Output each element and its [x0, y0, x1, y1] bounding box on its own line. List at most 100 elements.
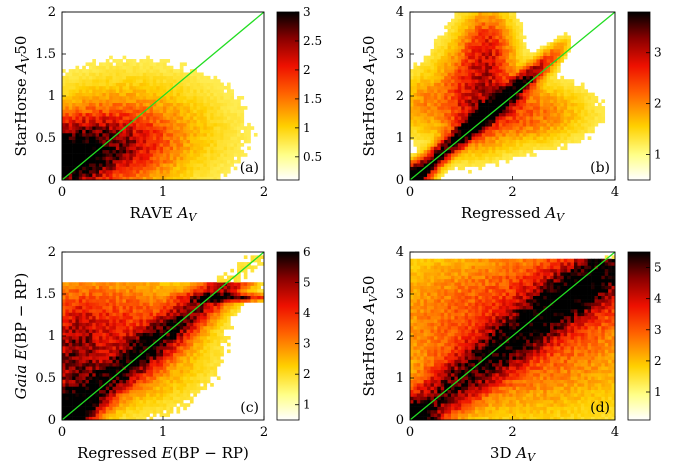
heatmap-cell — [109, 72, 113, 77]
heatmap-cell — [220, 92, 224, 97]
heatmap-cell — [560, 55, 565, 60]
heatmap-cell — [529, 65, 534, 70]
heatmap-cell — [574, 119, 578, 124]
heatmap-cell — [78, 122, 83, 127]
heatmap-cell — [163, 96, 167, 100]
heatmap-cell — [563, 143, 568, 147]
heatmap-cell — [179, 75, 184, 80]
heatmap-cell — [553, 62, 558, 67]
heatmap-cell — [68, 342, 73, 347]
heatmap-cell — [99, 169, 103, 174]
heatmap-cell — [196, 112, 201, 117]
heatmap-cell — [457, 156, 462, 161]
heatmap-cell — [99, 126, 103, 130]
heatmap-cell — [550, 45, 554, 50]
heatmap-cell — [546, 72, 551, 77]
heatmap-cell — [92, 302, 96, 307]
heatmap-cell — [591, 102, 595, 107]
heatmap-cell — [159, 149, 164, 154]
heatmap-cell — [152, 309, 157, 313]
heatmap-cell — [85, 285, 90, 290]
heatmap-cell — [129, 59, 133, 63]
heatmap-cell — [109, 292, 113, 296]
heatmap-cell — [427, 132, 431, 137]
heatmap-cell — [102, 89, 107, 93]
heatmap-cell — [444, 116, 448, 120]
heatmap-cell — [159, 62, 164, 67]
heatmap-cell — [156, 376, 160, 380]
heatmap-cell — [149, 112, 154, 117]
heatmap-cell — [560, 79, 565, 83]
heatmap-cell — [109, 106, 113, 110]
heatmap-cell — [567, 122, 571, 127]
heatmap-cell — [451, 139, 455, 144]
heatmap-cell — [213, 143, 218, 147]
heatmap-cell — [423, 102, 428, 107]
heatmap-cell — [584, 119, 588, 124]
heatmap-cell — [457, 42, 462, 46]
heatmap-cell — [78, 92, 83, 97]
heatmap-cell — [464, 42, 469, 46]
heatmap-cell — [577, 136, 582, 140]
heatmap-cell — [105, 163, 110, 167]
heatmap-cell — [102, 349, 107, 354]
heatmap-cell — [433, 85, 438, 90]
heatmap-cell — [78, 413, 83, 417]
heatmap-cell — [543, 62, 547, 67]
heatmap-cell — [78, 305, 83, 310]
heatmap-cell — [82, 379, 86, 384]
heatmap-cell — [519, 132, 524, 137]
heatmap-cell — [502, 72, 506, 77]
heatmap-cell — [206, 96, 211, 100]
panel-c: 0 1 200.511.52(c)Regressed E(BP − RP)Gaia … — [12, 245, 311, 462]
heatmap-cell — [119, 149, 123, 154]
heatmap-cell — [95, 352, 100, 357]
heatmap-cell — [543, 146, 547, 151]
heatmap-cell — [410, 159, 414, 164]
heatmap-cell — [75, 399, 80, 404]
heatmap-cell — [72, 288, 76, 293]
heatmap-cell — [62, 102, 66, 107]
heatmap-cell — [125, 416, 130, 421]
heatmap-cell — [206, 99, 211, 104]
heatmap-cell — [587, 112, 592, 117]
heatmap-cell — [420, 149, 424, 154]
heatmap-cell — [539, 79, 544, 83]
heatmap-cell — [485, 119, 489, 124]
heatmap-cell — [427, 99, 431, 104]
heatmap-cell — [142, 352, 147, 357]
heatmap-cell — [529, 92, 534, 97]
heatmap-cell — [519, 79, 524, 83]
heatmap-cell — [163, 149, 167, 154]
heatmap-cell — [556, 42, 561, 46]
heatmap-cell — [539, 82, 544, 87]
heatmap-cell — [85, 163, 90, 167]
heatmap-cell — [505, 132, 510, 137]
heatmap-cell — [533, 119, 537, 124]
heatmap-cell — [125, 302, 130, 307]
heatmap-cell — [433, 79, 438, 83]
heatmap-cell — [88, 176, 93, 181]
heatmap-cell — [95, 116, 100, 120]
heatmap-cell — [102, 132, 107, 137]
heatmap-cell — [488, 139, 493, 144]
heatmap-cell — [75, 416, 80, 421]
heatmap-cell — [457, 149, 462, 154]
heatmap-cell — [216, 163, 221, 167]
heatmap-cell — [216, 126, 221, 130]
heatmap-cell — [226, 169, 231, 174]
heatmap-cell — [223, 119, 228, 124]
heatmap-cell — [78, 106, 83, 110]
heatmap-cell — [146, 366, 150, 370]
heatmap-cell — [488, 35, 493, 40]
heatmap-cell — [505, 149, 510, 154]
heatmap-cell — [474, 139, 479, 144]
heatmap-cell — [142, 75, 147, 80]
heatmap-cell — [529, 96, 534, 100]
heatmap-cell — [186, 119, 191, 124]
heatmap-cell — [72, 156, 76, 161]
heatmap-cell — [478, 55, 483, 60]
heatmap-cell — [72, 96, 76, 100]
heatmap-cell — [179, 116, 184, 120]
heatmap-cell — [142, 322, 147, 327]
